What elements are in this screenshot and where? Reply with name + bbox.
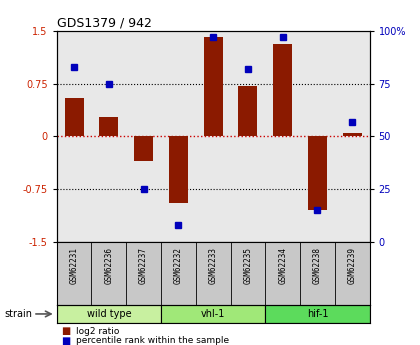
- Text: hif-1: hif-1: [307, 309, 328, 319]
- Text: percentile rank within the sample: percentile rank within the sample: [76, 336, 229, 345]
- Bar: [134, 136, 153, 161]
- Text: GSM62236: GSM62236: [104, 247, 113, 284]
- Bar: [343, 133, 362, 136]
- Text: GSM62239: GSM62239: [348, 247, 357, 284]
- Text: wild type: wild type: [87, 309, 131, 319]
- Text: log2 ratio: log2 ratio: [76, 327, 119, 336]
- Bar: [273, 44, 292, 136]
- Bar: [239, 86, 257, 136]
- Text: strain: strain: [4, 309, 32, 319]
- Text: GSM62235: GSM62235: [244, 247, 252, 284]
- Text: ■: ■: [61, 326, 70, 336]
- Text: GSM62233: GSM62233: [209, 247, 218, 284]
- Text: GSM62231: GSM62231: [70, 247, 79, 284]
- Bar: [265, 305, 370, 323]
- Bar: [169, 136, 188, 203]
- Text: GSM62234: GSM62234: [278, 247, 287, 284]
- Bar: [161, 305, 265, 323]
- Text: GSM62238: GSM62238: [313, 247, 322, 284]
- Text: vhl-1: vhl-1: [201, 309, 226, 319]
- Text: GDS1379 / 942: GDS1379 / 942: [57, 17, 152, 30]
- Bar: [204, 37, 223, 136]
- Bar: [57, 305, 161, 323]
- Text: GSM62237: GSM62237: [139, 247, 148, 284]
- Bar: [99, 117, 118, 136]
- Text: ■: ■: [61, 336, 70, 345]
- Bar: [308, 136, 327, 210]
- Text: GSM62232: GSM62232: [174, 247, 183, 284]
- Bar: [65, 98, 84, 136]
